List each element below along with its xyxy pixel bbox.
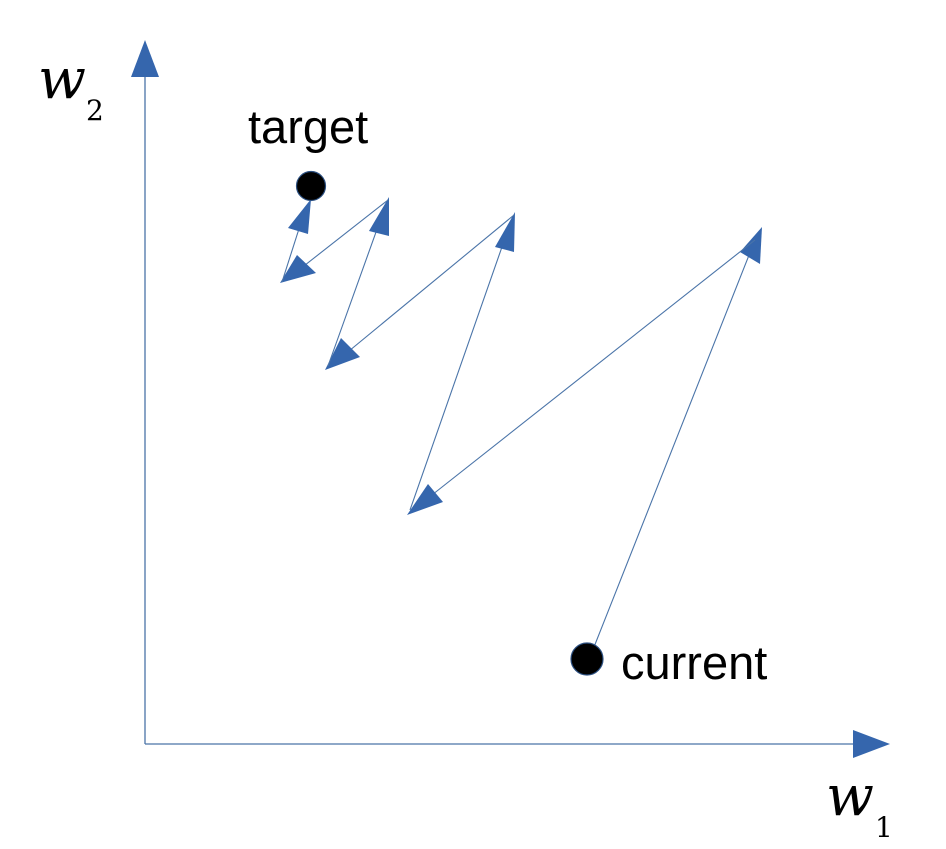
path-step-1-arrowhead: [740, 227, 762, 264]
y-axis-variable: w: [38, 47, 86, 112]
path-step-3-arrowhead: [495, 212, 515, 252]
path-step-6-arrowhead: [280, 255, 316, 283]
axes: [131, 40, 890, 758]
path-step-3: [409, 223, 511, 511]
y-axis-subscript: 2: [86, 94, 104, 127]
path-step-4-arrowhead: [325, 338, 360, 370]
path-step-2-arrowhead: [407, 484, 443, 515]
path-step-5-arrowhead: [369, 197, 389, 236]
descent-path: [280, 197, 762, 648]
x-axis-label: w 1: [826, 764, 893, 844]
y-axis-label: w 2: [38, 47, 104, 127]
target-label: target: [248, 100, 368, 153]
path-step-7-arrowhead: [288, 199, 311, 234]
y-axis-arrowhead: [131, 40, 159, 77]
x-axis-arrowhead: [853, 730, 890, 758]
path-step-5: [327, 206, 386, 367]
path-step-2: [417, 239, 756, 507]
target-point: [295, 170, 327, 202]
x-axis-variable: w: [826, 764, 874, 829]
path-step-1: [593, 239, 756, 648]
current-label: current: [621, 636, 767, 689]
x-axis-subscript: 1: [875, 811, 893, 844]
current-point: [570, 642, 604, 676]
path-step-4: [331, 214, 515, 366]
